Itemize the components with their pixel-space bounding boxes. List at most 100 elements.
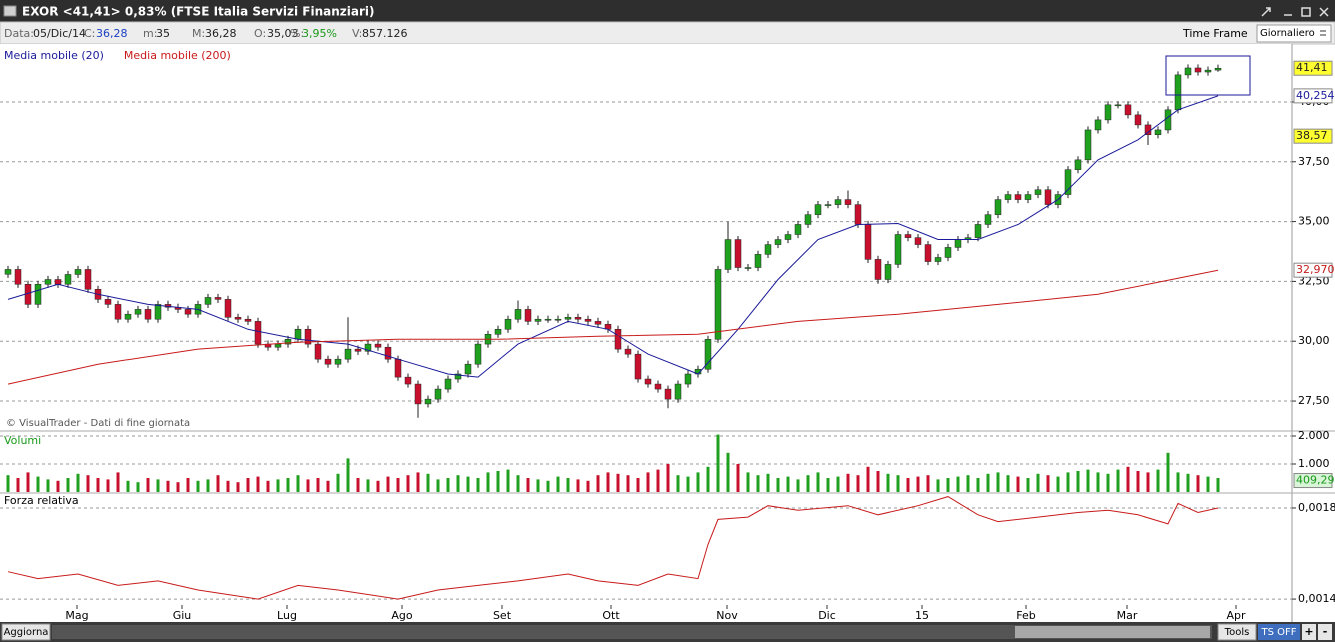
candle-body xyxy=(904,234,912,238)
tools-label[interactable]: Tools xyxy=(1224,627,1250,638)
x-tick-label: Ott xyxy=(602,609,620,622)
candle-body xyxy=(914,237,922,245)
candle-body xyxy=(414,383,422,405)
volume-bar xyxy=(646,472,650,492)
volume-bar xyxy=(696,472,700,492)
y-tick-label: 0,0014 xyxy=(1298,592,1335,605)
refresh-label[interactable]: Aggiorna xyxy=(4,627,49,638)
scroll-track[interactable] xyxy=(52,625,1212,639)
window-controls[interactable] xyxy=(1261,7,1329,17)
candle-body xyxy=(104,299,112,305)
candle-body xyxy=(1184,67,1192,76)
panel-title: Volumi xyxy=(4,434,41,447)
candle-body xyxy=(524,309,532,322)
candle-body xyxy=(84,269,92,290)
maximize-button[interactable] xyxy=(1301,7,1311,17)
ts-button[interactable] xyxy=(1258,624,1300,640)
close-button[interactable] xyxy=(1319,7,1329,17)
volume-bar xyxy=(926,475,930,492)
candle-body xyxy=(774,239,782,245)
volume-bar xyxy=(426,473,430,492)
volume-bar xyxy=(46,479,50,492)
minus-button[interactable] xyxy=(1318,624,1332,640)
period-select[interactable] xyxy=(1256,24,1332,43)
volume-bar xyxy=(576,479,580,492)
tool-button[interactable] xyxy=(1261,7,1271,17)
tools-button[interactable] xyxy=(1217,623,1257,641)
strength-line xyxy=(7,496,1219,600)
period-value[interactable]: Giornaliero xyxy=(1260,28,1315,39)
volume-bar xyxy=(1046,475,1050,492)
volume-bar xyxy=(96,478,100,492)
y-tick-label: 27,50 xyxy=(1298,394,1330,407)
volume-bar xyxy=(116,472,120,492)
volume-bar xyxy=(556,476,560,492)
volume-bar xyxy=(1196,475,1200,492)
candle-body xyxy=(1094,119,1102,131)
volume-bar xyxy=(206,479,210,492)
plus-button[interactable] xyxy=(1302,624,1316,640)
candle-body xyxy=(454,373,462,380)
candle-body xyxy=(444,378,452,390)
candle-body xyxy=(14,269,22,285)
candle-body xyxy=(404,376,412,385)
ts-label[interactable]: TS OFF xyxy=(1260,627,1296,638)
y-tick-label: 2.000 xyxy=(1298,429,1330,442)
volume-bar xyxy=(536,479,540,492)
candle-body xyxy=(74,269,82,275)
info-value: 3,95% xyxy=(302,27,337,40)
volume-bar xyxy=(806,475,810,492)
volume-bar xyxy=(1036,473,1040,492)
volume-bar xyxy=(876,471,880,492)
info-label: Data: xyxy=(4,27,34,40)
volume-bar xyxy=(1216,478,1220,492)
candle-body xyxy=(324,358,332,365)
candle-body xyxy=(554,318,562,321)
candle-body xyxy=(824,204,832,206)
candle-body xyxy=(784,234,792,240)
volume-bar xyxy=(406,475,410,492)
candle-body xyxy=(584,318,592,322)
candle-body xyxy=(1004,194,1012,200)
volume-bar xyxy=(486,472,490,492)
candle-body xyxy=(744,267,752,269)
refresh-button[interactable] xyxy=(1,623,51,641)
minus-label[interactable]: - xyxy=(1323,625,1328,638)
candle-body xyxy=(664,388,672,400)
volume-bar xyxy=(716,434,720,492)
x-tick-label: Mag xyxy=(65,609,88,622)
candle-body xyxy=(974,224,982,238)
select-arrow[interactable] xyxy=(1320,30,1326,36)
volume-bar xyxy=(226,480,230,492)
volume-bar xyxy=(496,471,500,492)
price-label-box xyxy=(1293,60,1333,76)
volume-bar xyxy=(76,473,80,492)
volume-bar xyxy=(1136,471,1140,492)
legend-entry: Media mobile (200) xyxy=(124,49,231,62)
volume-bar xyxy=(346,458,350,492)
volume-bar xyxy=(766,473,770,492)
volume-bar xyxy=(26,472,30,492)
moving-average xyxy=(7,95,1219,378)
candle-body xyxy=(674,383,682,400)
volume-bar xyxy=(756,475,760,492)
volume-bar xyxy=(1076,471,1080,492)
info-value: 35 xyxy=(156,27,170,40)
price-label: 32,970 xyxy=(1296,263,1335,276)
candle-body xyxy=(844,199,852,205)
volume-bar xyxy=(336,473,340,492)
candle-body xyxy=(874,259,882,280)
candle-body xyxy=(494,329,502,335)
candle-body xyxy=(234,317,242,320)
volume-bar xyxy=(126,480,130,492)
plus-label[interactable]: + xyxy=(1304,625,1313,638)
candle-body xyxy=(724,239,732,270)
candle-body xyxy=(394,358,402,378)
volume-bar xyxy=(246,478,250,492)
candle-body xyxy=(1084,129,1092,161)
info-value: 857.126 xyxy=(362,27,408,40)
volume-bar xyxy=(286,478,290,492)
scroll-thumb[interactable] xyxy=(1015,626,1210,638)
candle-body xyxy=(224,299,232,318)
